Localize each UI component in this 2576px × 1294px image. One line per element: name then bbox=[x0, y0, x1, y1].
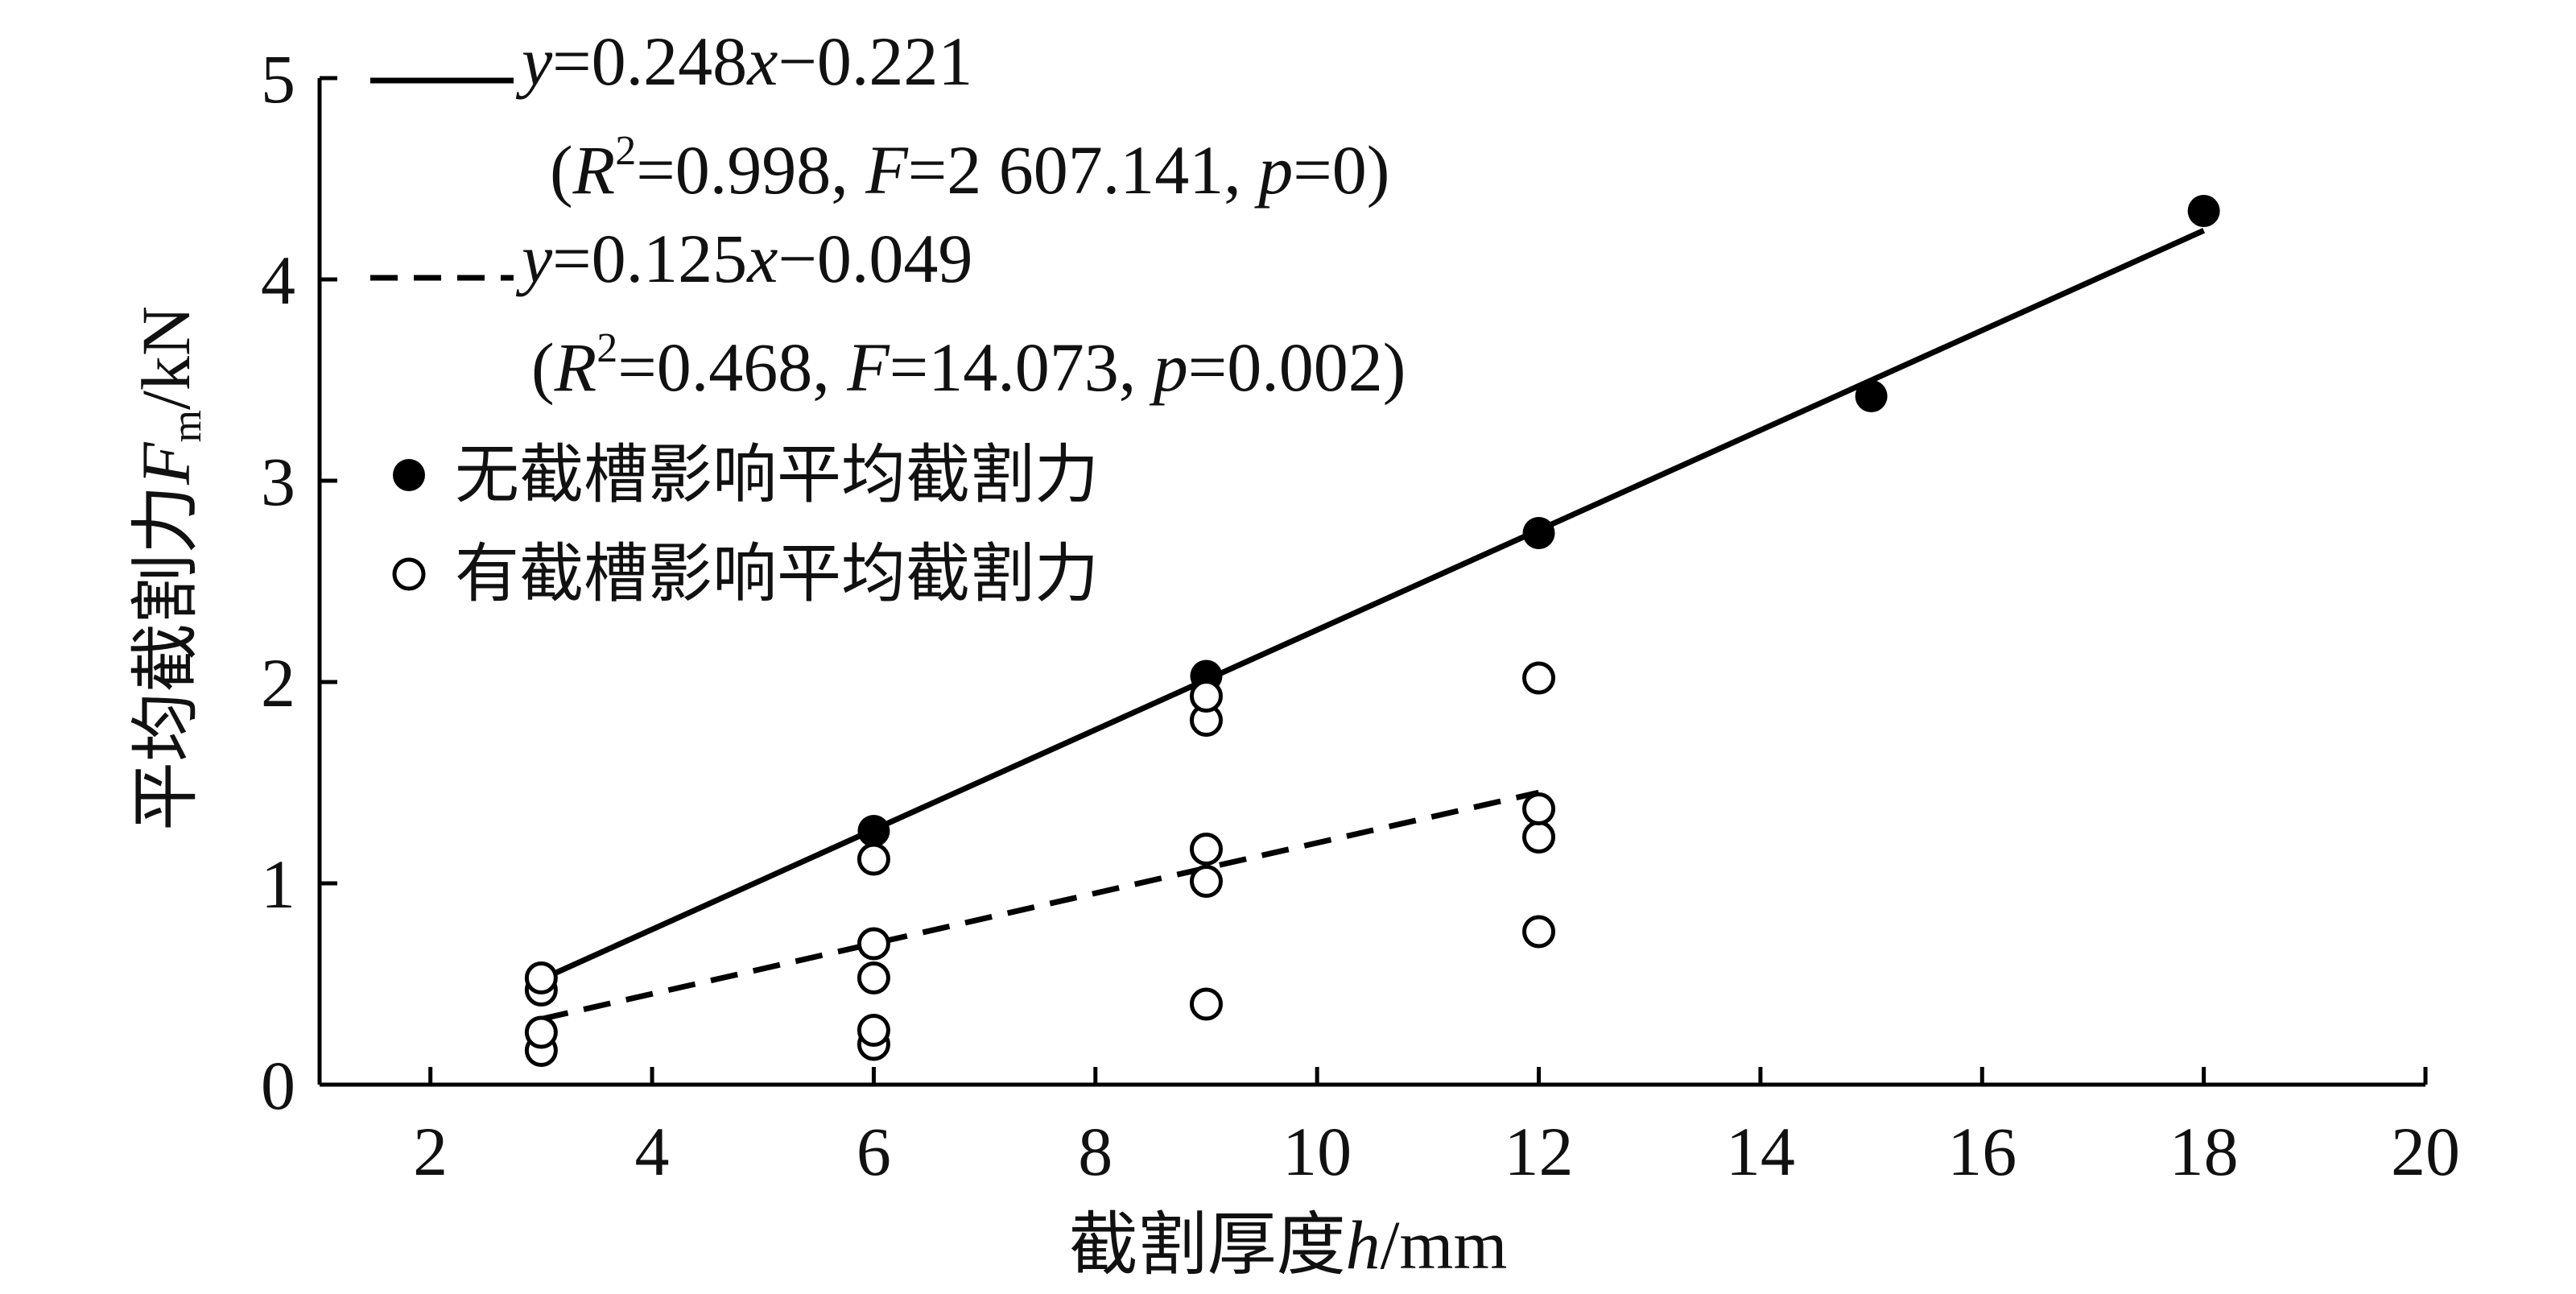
fit-annotations: y=0.248x−0.221 (R2=0.998, F=2 607.141, p… bbox=[370, 23, 1406, 406]
x-axis-title: 截割厚度h/mm bbox=[1069, 1205, 1508, 1285]
open-data-point bbox=[857, 1014, 890, 1047]
filled-data-point bbox=[857, 815, 890, 847]
x-tick-label: 14 bbox=[1726, 1113, 1795, 1190]
dashed-fit-line bbox=[540, 789, 1540, 1022]
dashed-fit-stats: (R2=0.468, F=14.073, p=0.002) bbox=[531, 325, 1406, 406]
y-tick-label: 4 bbox=[261, 242, 295, 319]
filled-data-point bbox=[1855, 380, 1888, 412]
y-tick-label: 2 bbox=[261, 644, 295, 721]
open-data-point bbox=[1522, 915, 1556, 949]
x-tick-label: 10 bbox=[1282, 1113, 1352, 1190]
legend: 无截槽影响平均截割力 有截槽影响平均截割力 bbox=[392, 437, 1099, 611]
solid-fit-stats: (R2=0.998, F=2 607.141, p=0) bbox=[550, 128, 1389, 209]
x-tick-label: 2 bbox=[413, 1113, 448, 1190]
legend-filled-marker bbox=[393, 459, 425, 491]
solid-fit-equation: y=0.248x−0.221 bbox=[515, 23, 972, 100]
legend-label-no-slot: 无截槽影响平均截割力 bbox=[455, 437, 1099, 512]
x-tick-label: 18 bbox=[2169, 1113, 2239, 1190]
y-tick-label: 1 bbox=[261, 845, 295, 923]
solid-fit-line bbox=[539, 228, 2206, 982]
open-data-point bbox=[1189, 680, 1223, 713]
open-data-point bbox=[1189, 865, 1223, 898]
open-data-point bbox=[1522, 821, 1556, 854]
open-data-point bbox=[524, 1015, 558, 1049]
open-data-point bbox=[857, 842, 890, 876]
open-data-point bbox=[857, 961, 890, 994]
dashed-fit-equation: y=0.125x−0.049 bbox=[515, 220, 972, 297]
filled-data-point bbox=[1522, 517, 1555, 549]
x-tick-label: 16 bbox=[1947, 1113, 2017, 1190]
filled-data-point bbox=[2187, 195, 2220, 227]
x-tick-label: 20 bbox=[2391, 1113, 2460, 1190]
y-axis-title: 平均截割力Fm/kN bbox=[126, 306, 210, 831]
open-data-point bbox=[1189, 987, 1223, 1021]
x-tick-label: 4 bbox=[635, 1113, 670, 1190]
legend-label-with-slot: 有截槽影响平均截割力 bbox=[455, 536, 1099, 611]
x-tick-label: 12 bbox=[1505, 1113, 1574, 1190]
open-data-point bbox=[524, 961, 558, 994]
legend-open-marker bbox=[392, 557, 426, 591]
open-data-point bbox=[1522, 792, 1556, 825]
x-tick-label: 8 bbox=[1078, 1113, 1113, 1190]
open-data-point bbox=[857, 927, 890, 961]
y-tick-label: 3 bbox=[261, 443, 295, 520]
y-tick-label: 5 bbox=[261, 40, 295, 118]
open-data-point bbox=[1522, 661, 1556, 695]
open-data-point bbox=[1189, 833, 1223, 866]
y-tick-label: 0 bbox=[261, 1047, 295, 1124]
x-tick-label: 6 bbox=[857, 1113, 891, 1190]
